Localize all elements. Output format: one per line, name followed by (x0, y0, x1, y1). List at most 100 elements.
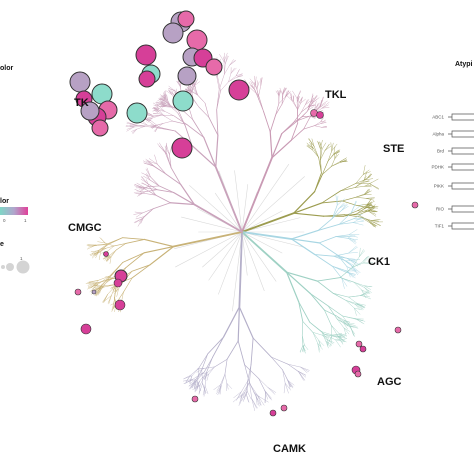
agc-branches (332, 292, 347, 301)
agc-branches (337, 319, 345, 329)
camk-branches (201, 353, 209, 371)
camk-branches (202, 385, 206, 396)
tk-branches (152, 108, 158, 111)
tkl-branches (254, 75, 256, 86)
tkl-branches (296, 96, 300, 103)
tkl-branches (250, 81, 255, 90)
ste-branches (369, 222, 378, 227)
atypical-legend-tree (448, 113, 474, 121)
tkl-branches (278, 90, 281, 97)
ck1-branches (348, 238, 358, 240)
agc-branches (335, 336, 346, 338)
agc-branches (312, 332, 319, 341)
agc-branches (335, 338, 346, 341)
camk-branches (247, 391, 252, 400)
tk-branches (158, 104, 165, 107)
agc-branches (298, 301, 304, 322)
camk-branches (189, 380, 196, 390)
tk-branches (145, 160, 155, 167)
tkl-branches (314, 121, 321, 126)
atypical-legend-label: ABC1 (432, 115, 444, 120)
tk-branches (165, 98, 170, 106)
tkl-branches (293, 116, 303, 123)
group-label-tk: TK (74, 97, 89, 109)
kinase-marker (91, 289, 97, 295)
background-branch (202, 231, 243, 268)
atypical-legend-label: RIO (436, 207, 445, 212)
camk-branches (240, 392, 246, 399)
tk-branches (125, 125, 135, 128)
camk-branches (271, 356, 289, 365)
kinase-marker (269, 409, 277, 417)
ste-branches (308, 138, 315, 147)
kinase-marker (316, 111, 324, 119)
camk-branches (258, 378, 268, 388)
ste-branches (331, 158, 335, 167)
tk-branches (153, 107, 160, 109)
tk-branches (165, 152, 172, 169)
camk-branches (206, 357, 213, 374)
agc-branches (364, 287, 372, 293)
tk-branches (142, 208, 154, 219)
agc-branches (343, 327, 351, 332)
cmgc-branches (95, 250, 100, 259)
agc-branches (355, 318, 366, 322)
camk-branches (204, 372, 207, 387)
ste-branches (368, 207, 378, 209)
tkl-branches (307, 100, 312, 107)
agc-branches (361, 295, 371, 300)
camk-branches (287, 379, 294, 388)
tkl-branches (307, 102, 314, 107)
agc-branches (363, 256, 370, 264)
cmgc-branches (90, 251, 100, 256)
tk-branches (143, 162, 155, 167)
camk-branches (244, 364, 250, 384)
tk-branches (222, 56, 226, 64)
camk-branches (190, 367, 200, 376)
ste-branches (368, 220, 376, 227)
tk-branches (152, 114, 162, 119)
camk-branches (298, 371, 305, 380)
tk-branches (176, 81, 181, 87)
tkl-branches (320, 117, 324, 123)
camk-branches (183, 379, 194, 384)
ste-branches (363, 176, 371, 181)
tkl-branches (255, 76, 257, 86)
group-label-ste: STE (383, 143, 404, 155)
agc-branches (359, 249, 364, 257)
tk-branches (191, 91, 194, 99)
agc-branches (312, 332, 318, 344)
camk-branches (198, 353, 209, 369)
ck1-branches (332, 208, 339, 219)
agc-branches (343, 323, 348, 330)
tk-branches (166, 94, 168, 101)
tkl-branches (282, 88, 286, 95)
tk-branches (172, 191, 195, 206)
group-label-agc: AGC (377, 376, 402, 388)
camk-branches (226, 383, 232, 389)
tkl-branches (307, 106, 314, 111)
tkl-branches (263, 111, 271, 133)
tkl-branches (303, 117, 311, 130)
agc-branches (324, 309, 332, 326)
agc-branches (335, 334, 344, 338)
camk-branches (249, 383, 259, 397)
ste-branches (365, 203, 373, 207)
tk-branches (151, 125, 157, 128)
camk-branches (216, 384, 221, 392)
tk-branches (156, 163, 167, 175)
ck1-branches (338, 204, 346, 209)
atypical-legend-tree (448, 147, 474, 155)
cmgc-branches (117, 291, 124, 302)
tk-branches (134, 211, 143, 214)
tk-branches (197, 94, 206, 104)
camk-branches (219, 384, 221, 394)
ste-branches (330, 142, 332, 152)
tk-branches (194, 79, 198, 86)
tk-branches (165, 173, 182, 186)
ste-branches (314, 172, 322, 193)
tk-branches (219, 54, 225, 62)
atypical-legend-tree (448, 163, 474, 171)
camk-branches (184, 375, 193, 379)
ck1-branches (348, 234, 358, 238)
